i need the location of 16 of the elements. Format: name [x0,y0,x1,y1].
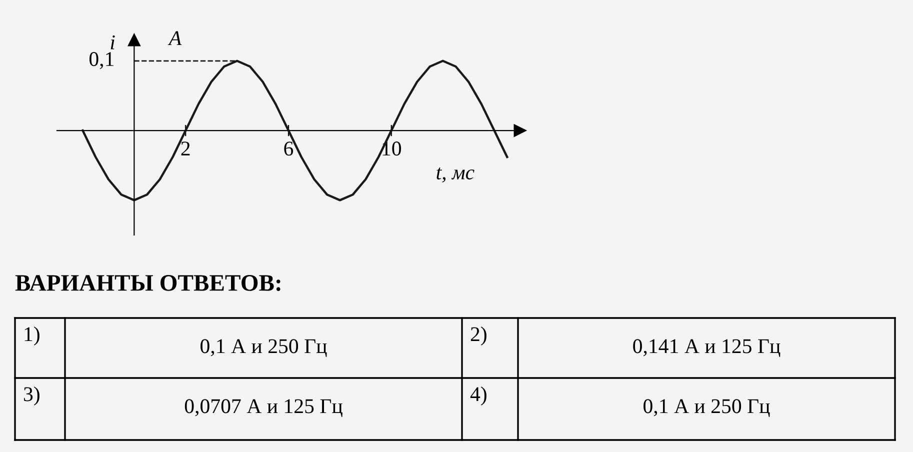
text: 0,141 А и 125 Гц [633,339,780,358]
annotation: 0,1 [89,52,114,70]
text: 0,1 А и 250 Гц [644,399,770,418]
x-tick-label: 6 [284,142,294,156]
text: 0,1 А и 250 Гц [200,339,327,358]
text: 0,0707 А и 125 Гц [184,399,342,418]
text: ВАРИАНТЫ ОТВЕТОВ: [15,275,280,292]
x-axis-title: t, мс [436,168,474,182]
text: 3) [24,386,40,406]
text: 2) [470,326,486,346]
text: 1) [24,326,40,346]
y-axis-title: i [110,35,115,50]
text: 4) [470,386,486,406]
text: A [168,31,182,46]
x-tick-label: 2 [181,142,190,156]
x-tick-label: 10 [382,142,402,156]
